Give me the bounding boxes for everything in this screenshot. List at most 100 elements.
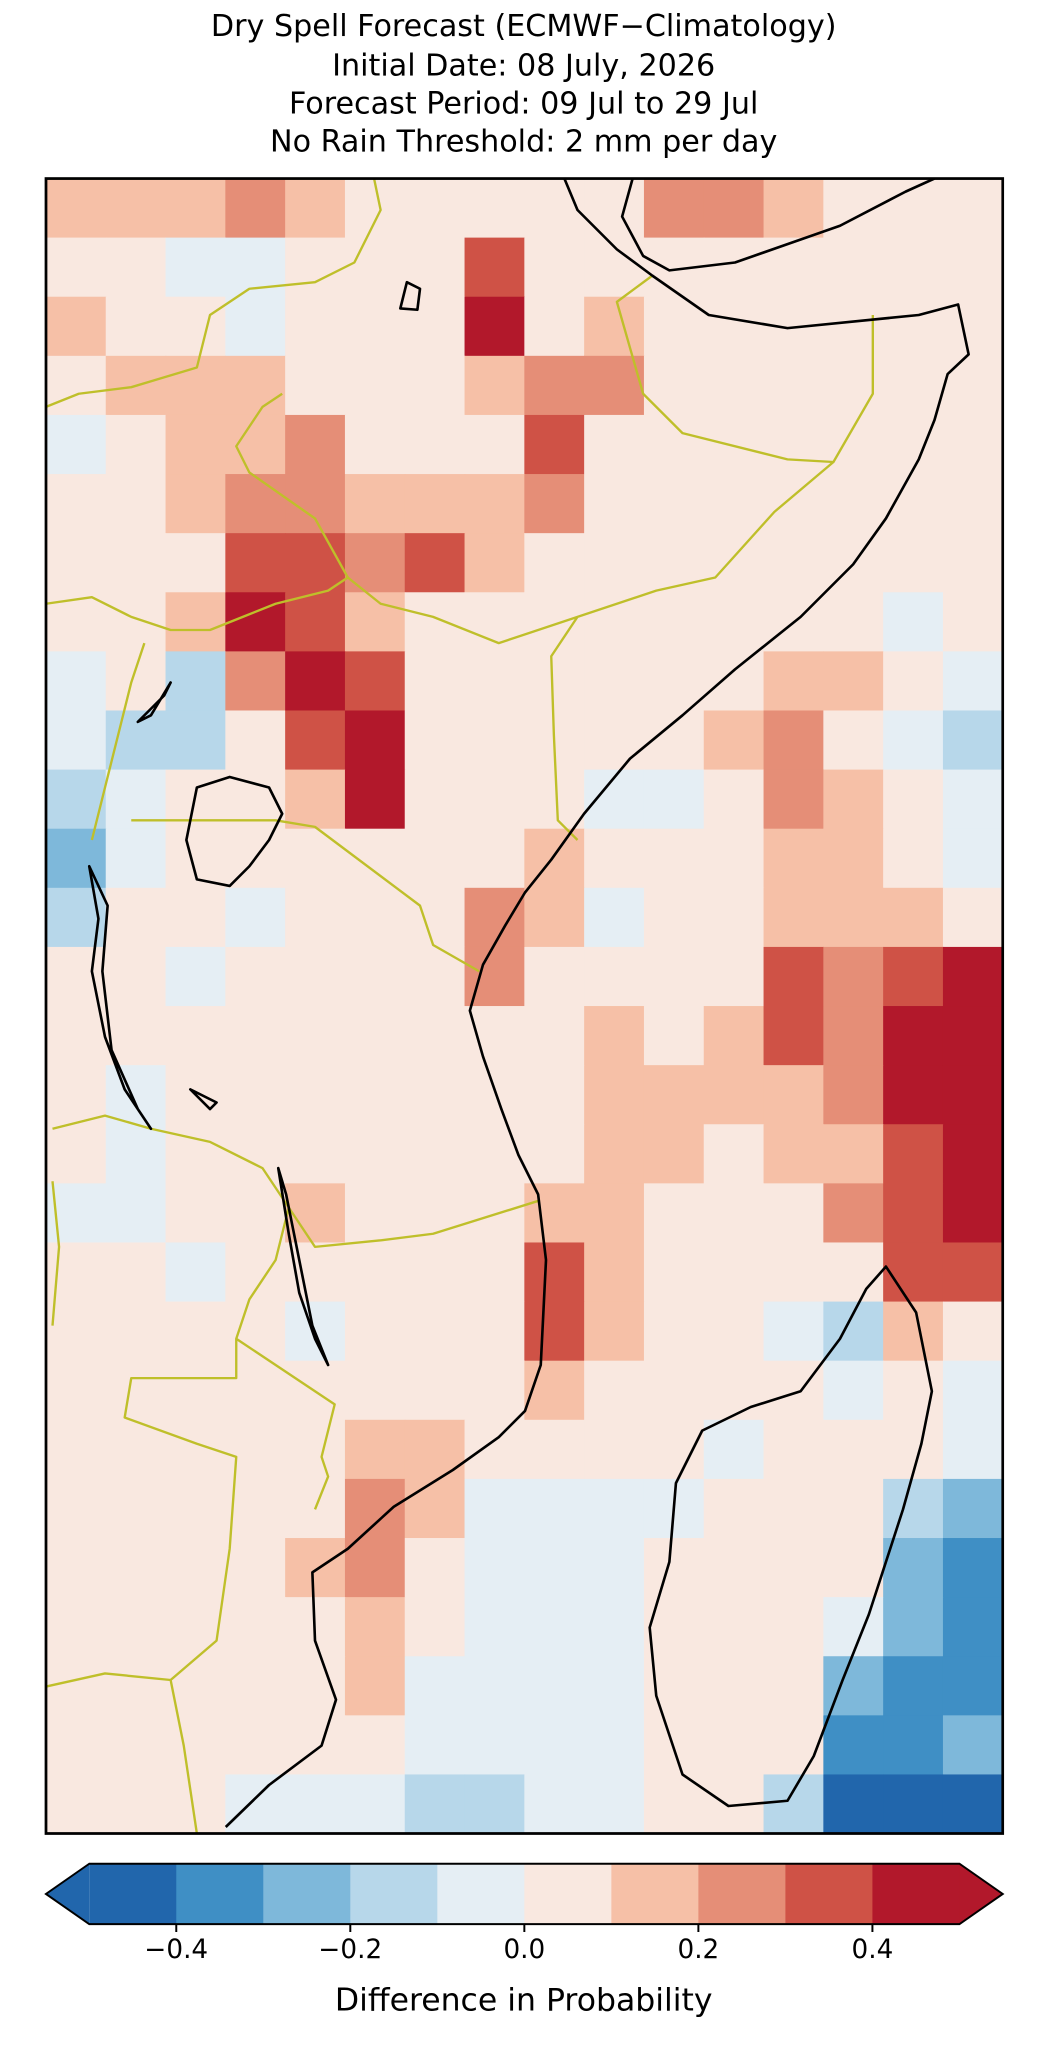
grid-cell (823, 1419, 884, 1480)
grid-cell (643, 1124, 705, 1185)
grid-cell (883, 1124, 944, 1185)
grid-cell (942, 1656, 1003, 1717)
grid-cell (165, 1597, 226, 1657)
grid-cell (165, 355, 226, 416)
grid-cell (344, 1065, 406, 1125)
coastline-arabia (620, 178, 936, 272)
grid-cell (285, 592, 346, 653)
grid-cell (344, 887, 406, 948)
grid-cell (344, 1419, 406, 1480)
grid-cell (285, 296, 346, 357)
grid-cell (225, 1538, 286, 1598)
grid-cell (165, 1183, 226, 1244)
grid-cell (584, 414, 645, 475)
grid-cell (464, 1774, 525, 1834)
grid-cell (165, 1656, 226, 1717)
grid-cell (643, 1419, 705, 1480)
grid-cell (584, 651, 645, 712)
colorbar-segment (437, 1863, 525, 1925)
grid-cell (823, 592, 884, 653)
grid-cell (823, 710, 884, 771)
grid-cell (823, 1242, 884, 1303)
grid-cell (165, 1715, 226, 1776)
grid-cell (464, 1065, 525, 1125)
grid-cell (165, 1301, 226, 1362)
grid-cell (524, 178, 585, 239)
grid-cell (464, 1715, 525, 1776)
grid-cell (524, 533, 585, 593)
grid-cell (225, 414, 286, 475)
grid-cell (883, 828, 944, 889)
grid-cells (45, 178, 1003, 1834)
grid-cell (942, 1183, 1003, 1244)
grid-cell (105, 296, 167, 357)
grid-cell (404, 296, 466, 357)
grid-cell (584, 1183, 645, 1244)
grid-cell (643, 355, 705, 416)
grid-cell (942, 1774, 1003, 1834)
grid-cell (883, 1065, 944, 1125)
grid-cell (524, 474, 585, 534)
grid-cell (823, 1183, 884, 1244)
grid-cell (703, 1360, 765, 1421)
grid-cell (703, 1301, 765, 1362)
grid-cell (344, 1242, 406, 1303)
grid-cell (643, 1242, 705, 1303)
grid-cell (165, 178, 226, 239)
grid-cell (942, 592, 1003, 653)
grid-cell (464, 1656, 525, 1717)
grid-cell (165, 592, 226, 653)
grid-cell (404, 651, 466, 712)
grid-cell (165, 651, 226, 712)
grid-cell (942, 1538, 1003, 1598)
grid-cell (883, 1774, 944, 1834)
grid-cell (942, 1006, 1003, 1066)
grid-cell (643, 946, 705, 1007)
grid-cell (942, 887, 1003, 948)
grid-cell (823, 946, 884, 1007)
grid-cell (285, 1124, 346, 1185)
grid-cell (643, 178, 705, 239)
grid-cell (524, 1006, 585, 1066)
grid-cell (165, 296, 226, 357)
grid-cell (165, 1538, 226, 1598)
grid-cell (883, 1538, 944, 1598)
grid-cell (883, 1183, 944, 1244)
grid-cell (823, 355, 884, 416)
grid-cell (883, 296, 944, 357)
grid-cell (105, 474, 167, 534)
grid-cell (225, 710, 286, 771)
grid-cell (464, 1242, 525, 1303)
grid-cell (464, 296, 525, 357)
grid-cell (165, 1478, 226, 1539)
grid-cell (763, 710, 825, 771)
grid-cell (703, 533, 765, 593)
grid-cell (823, 296, 884, 357)
grid-cell (524, 1360, 585, 1421)
grid-cell (643, 828, 705, 889)
grid-cell (524, 1774, 585, 1834)
grid-cell (285, 710, 346, 771)
grid-cell (942, 710, 1003, 771)
grid-cell (165, 414, 226, 475)
grid-cell (942, 533, 1003, 593)
grid-cell (703, 769, 765, 830)
grid-cell (105, 592, 167, 653)
grid-cell (763, 1006, 825, 1066)
grid-cell (643, 769, 705, 830)
grid-cell (883, 710, 944, 771)
grid-cell (883, 1360, 944, 1421)
grid-cell (524, 1419, 585, 1480)
grid-cell (823, 887, 884, 948)
grid-cell (883, 355, 944, 416)
grid-cell (165, 1242, 226, 1303)
grid-cell (404, 1301, 466, 1362)
grid-cell (344, 1183, 406, 1244)
grid-cell (105, 237, 167, 298)
grid-cell (404, 769, 466, 830)
coastline (224, 178, 970, 1828)
grid-cell (45, 1538, 107, 1598)
grid-cell (584, 887, 645, 948)
grid-cell (584, 1774, 645, 1834)
